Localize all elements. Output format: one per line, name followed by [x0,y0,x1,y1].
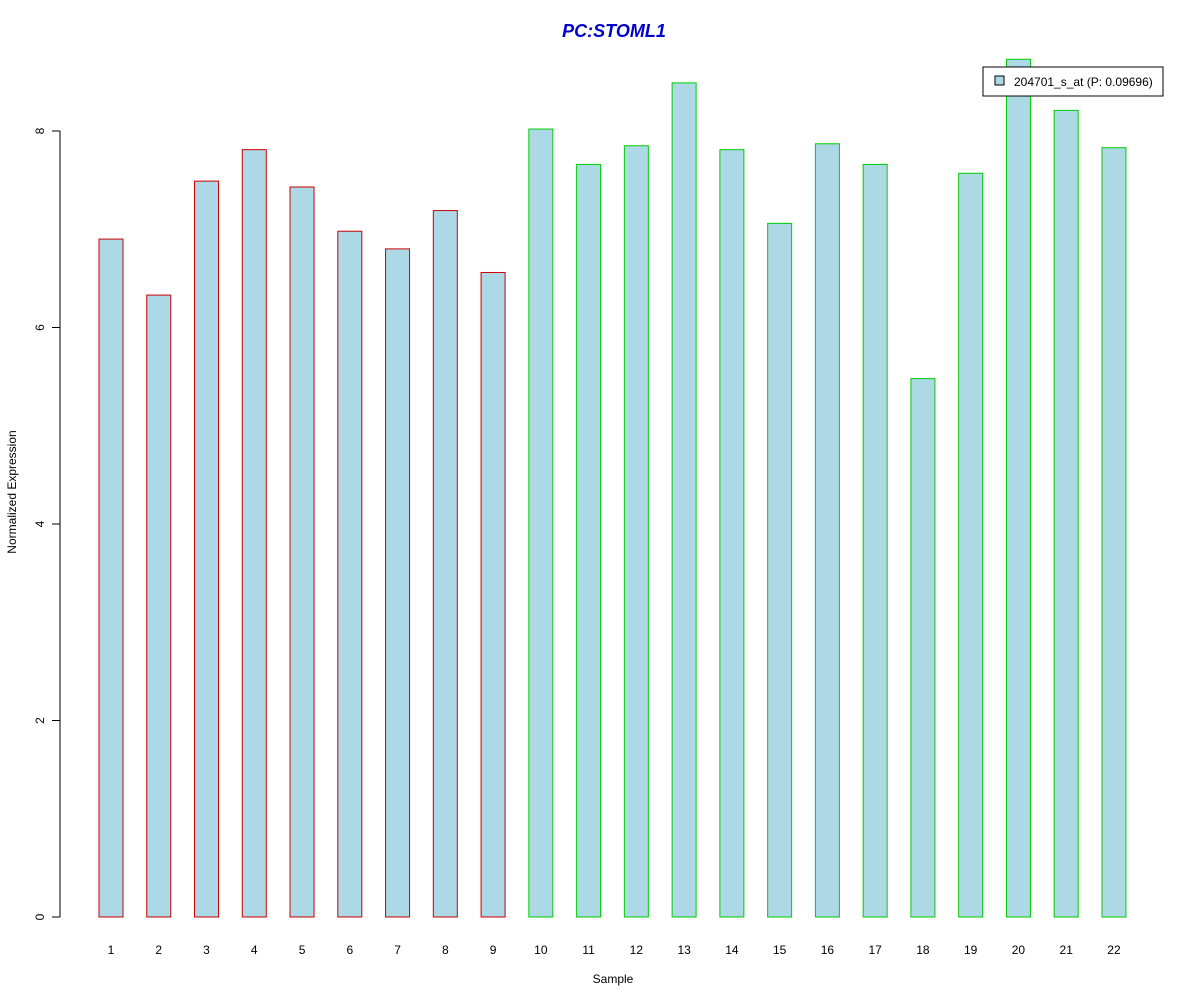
bar-sample-8 [432,210,458,918]
x-tick-label: 14 [725,943,739,957]
bar-sample-18 [910,378,936,918]
bar-sample-19 [958,172,984,918]
x-tick-label: 16 [821,943,835,957]
bar-sample-21 [1053,109,1079,918]
bar-sample-12 [623,145,649,918]
legend-swatch [994,75,1005,86]
x-tick-label: 3 [203,943,210,957]
x-tick-label: 21 [1060,943,1074,957]
x-tick-label: 20 [1012,943,1026,957]
y-tick-label: 0 [33,913,47,920]
x-tick-label: 7 [394,943,401,957]
y-tick-label: 8 [33,127,47,134]
x-tick-label: 11 [582,943,595,957]
bar-sample-4 [241,149,267,918]
bar-sample-22 [1101,147,1127,918]
x-tick-label: 5 [299,943,306,957]
x-tick-label: 2 [155,943,162,957]
bar-sample-15 [767,222,793,918]
y-axis-label: Normalized Expression [5,430,19,553]
x-tick-label: 22 [1107,943,1121,957]
x-tick-label: 13 [677,943,691,957]
chart-title: PC:STOML1 [562,21,666,41]
bar-sample-17 [862,163,888,918]
bar-sample-9 [480,271,506,918]
bar-sample-5 [289,186,315,918]
bar-sample-13 [671,82,697,918]
bar-sample-16 [814,143,840,918]
legend: 204701_s_at (P: 0.09696) [982,66,1164,97]
y-tick-label: 2 [33,717,47,724]
x-axis-label: Sample [593,972,634,986]
bar-sample-1 [98,238,124,918]
x-tick-label: 8 [442,943,449,957]
x-tick-label: 15 [773,943,787,957]
x-tick-label: 1 [108,943,115,957]
bar-sample-11 [576,163,602,918]
x-tick-label: 4 [251,943,258,957]
bar-sample-20 [1005,58,1031,918]
x-tick-label: 17 [868,943,882,957]
y-tick-label: 4 [33,520,47,527]
bar-sample-14 [719,149,745,918]
x-tick-label: 10 [534,943,548,957]
x-tick-label: 18 [916,943,930,957]
bar-sample-6 [337,230,363,918]
bar-sample-7 [385,248,411,918]
bar-sample-3 [194,180,220,918]
x-tick-label: 19 [964,943,978,957]
legend-box [982,66,1164,97]
x-tick-label: 12 [630,943,644,957]
x-tick-label: 9 [490,943,497,957]
bar-sample-10 [528,128,554,918]
bar-sample-2 [146,294,172,918]
x-tick-label: 6 [346,943,353,957]
y-tick-label: 6 [33,324,47,331]
legend-label: 204701_s_at (P: 0.09696) [1014,75,1153,89]
